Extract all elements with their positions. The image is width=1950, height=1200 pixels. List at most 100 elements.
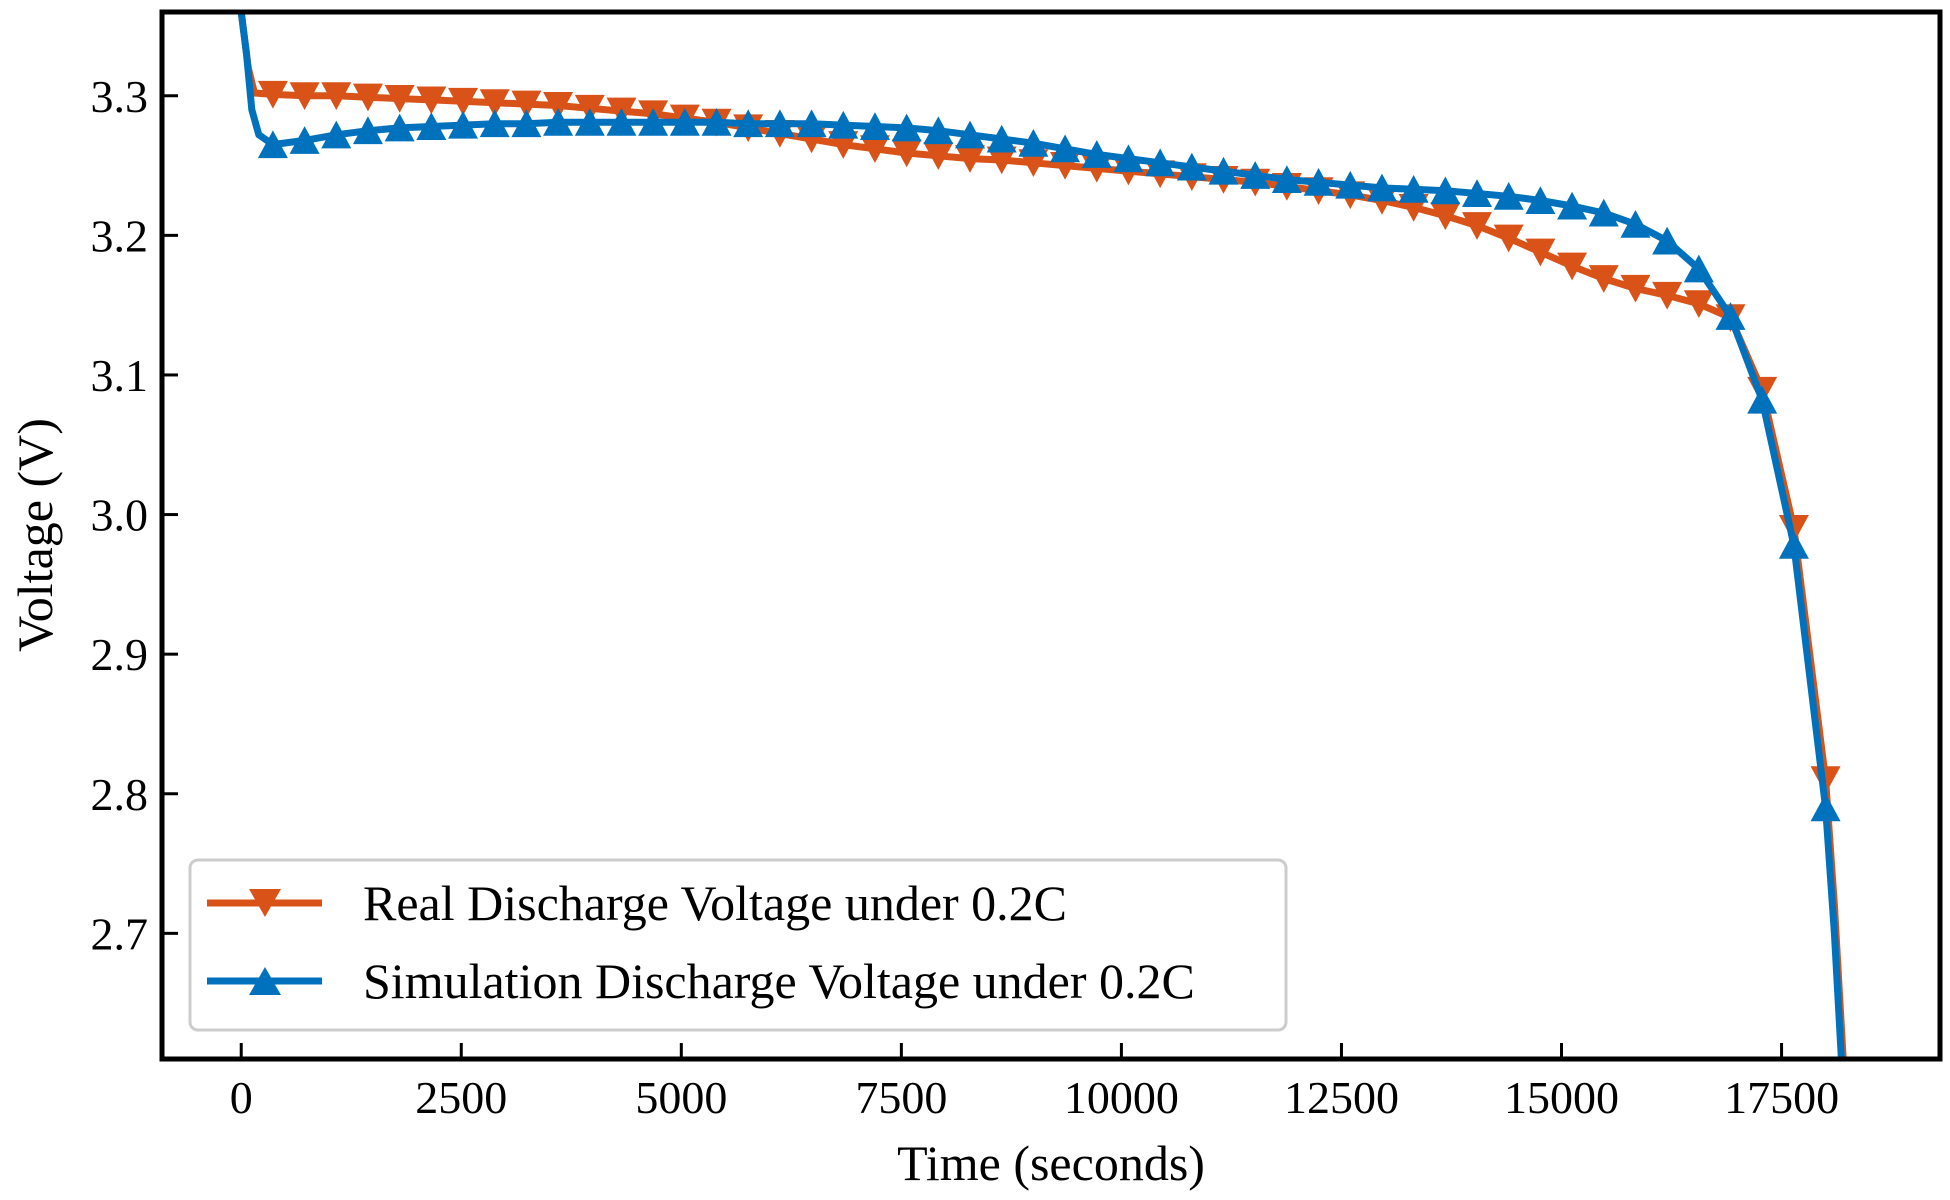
data-point bbox=[1113, 144, 1144, 173]
data-point bbox=[321, 82, 352, 111]
data-point bbox=[1683, 290, 1714, 319]
legend-label-sim: Simulation Discharge Voltage under 0.2C bbox=[363, 953, 1195, 1009]
data-point bbox=[1335, 170, 1366, 199]
data-point bbox=[1525, 186, 1556, 214]
data-point bbox=[1652, 281, 1683, 310]
data-point bbox=[448, 87, 479, 116]
data-point bbox=[352, 116, 383, 145]
data-point bbox=[1398, 175, 1429, 203]
data-point bbox=[1176, 152, 1207, 181]
x-tick-label: 2500 bbox=[415, 1072, 507, 1123]
data-point bbox=[1588, 265, 1619, 293]
data-point bbox=[701, 108, 732, 136]
data-point bbox=[606, 108, 637, 136]
plot-frame bbox=[159, 9, 1943, 1062]
data-point bbox=[955, 120, 986, 149]
data-point bbox=[574, 108, 605, 136]
data-point bbox=[1557, 191, 1588, 220]
data-point bbox=[416, 86, 447, 115]
data-point bbox=[352, 83, 383, 112]
data-point bbox=[733, 109, 764, 138]
data-point bbox=[955, 145, 986, 173]
data-point bbox=[1683, 254, 1714, 283]
legend-box bbox=[188, 858, 1288, 1032]
data-point bbox=[923, 142, 954, 171]
data-point bbox=[669, 108, 700, 136]
data-point bbox=[1493, 182, 1524, 210]
x-tick-label: 12500 bbox=[1284, 1072, 1399, 1123]
data-point bbox=[986, 146, 1017, 175]
data-point bbox=[986, 124, 1017, 153]
data-point bbox=[1430, 202, 1461, 231]
data-point bbox=[1050, 134, 1081, 163]
data-point bbox=[289, 82, 320, 111]
y-axis-title: Voltage (V) bbox=[7, 418, 63, 652]
marks-layer bbox=[237, 12, 1847, 1059]
data-point bbox=[1303, 168, 1334, 196]
x-axis-title: Time (seconds) bbox=[897, 1135, 1205, 1191]
data-point bbox=[543, 108, 574, 136]
data-point bbox=[479, 89, 510, 117]
data-point bbox=[1778, 531, 1809, 559]
y-tick-label: 3.0 bbox=[91, 490, 149, 541]
data-point bbox=[1557, 252, 1588, 281]
data-point bbox=[764, 109, 795, 138]
data-point bbox=[638, 108, 669, 136]
ticks-layer: 0 2500 5000 7500 10000 12500 15000 17500 2.7 2.8 2… bbox=[91, 71, 1840, 1123]
data-point bbox=[384, 113, 415, 142]
x-tick-label: 10000 bbox=[1064, 1072, 1179, 1123]
data-point bbox=[1493, 224, 1524, 253]
data-point bbox=[1462, 179, 1493, 207]
data-point bbox=[1271, 165, 1302, 194]
data-point bbox=[828, 110, 859, 139]
y-tick-label: 3.2 bbox=[91, 210, 149, 261]
data-point bbox=[1240, 161, 1271, 189]
data-point bbox=[257, 130, 288, 159]
y-tick-label: 2.8 bbox=[91, 769, 149, 820]
data-point bbox=[1747, 385, 1778, 414]
data-point bbox=[511, 109, 542, 138]
data-point bbox=[1588, 198, 1619, 227]
data-point bbox=[1620, 209, 1651, 238]
data-point bbox=[479, 109, 510, 138]
data-point bbox=[416, 112, 447, 140]
y-tick-label: 3.1 bbox=[91, 350, 149, 401]
data-point bbox=[891, 113, 922, 142]
legend-marker-real bbox=[249, 889, 281, 917]
data-point bbox=[1430, 176, 1461, 205]
data-point bbox=[289, 126, 320, 154]
data-point bbox=[1525, 238, 1556, 267]
x-tick-label: 5000 bbox=[635, 1072, 727, 1123]
y-tick-label: 2.7 bbox=[91, 908, 149, 959]
data-point bbox=[1145, 148, 1176, 177]
data-point bbox=[1715, 302, 1746, 330]
data-point bbox=[859, 135, 890, 164]
x-tick-label: 17500 bbox=[1724, 1072, 1839, 1123]
data-point bbox=[1081, 140, 1112, 168]
y-tick-label: 2.9 bbox=[91, 629, 149, 680]
y-tick-label: 3.3 bbox=[91, 71, 149, 122]
data-point bbox=[448, 110, 479, 139]
data-point bbox=[859, 112, 890, 140]
data-point bbox=[384, 85, 415, 113]
data-point bbox=[1810, 793, 1841, 822]
legend-label-real: Real Discharge Voltage under 0.2C bbox=[363, 875, 1067, 931]
data-point bbox=[891, 139, 922, 168]
data-point bbox=[1620, 274, 1651, 303]
data-point bbox=[1208, 156, 1239, 185]
data-point bbox=[1366, 173, 1397, 202]
data-point bbox=[511, 90, 542, 119]
data-point bbox=[923, 116, 954, 145]
data-point bbox=[543, 92, 574, 120]
data-point bbox=[1018, 128, 1049, 157]
data-point bbox=[796, 109, 827, 138]
series-simulation bbox=[237, 12, 1845, 1059]
x-tick-label: 15000 bbox=[1504, 1072, 1619, 1123]
data-point bbox=[1652, 226, 1683, 255]
x-tick-label: 0 bbox=[230, 1072, 253, 1123]
data-point bbox=[257, 80, 288, 109]
data-point bbox=[1462, 212, 1493, 240]
data-point bbox=[321, 120, 352, 149]
